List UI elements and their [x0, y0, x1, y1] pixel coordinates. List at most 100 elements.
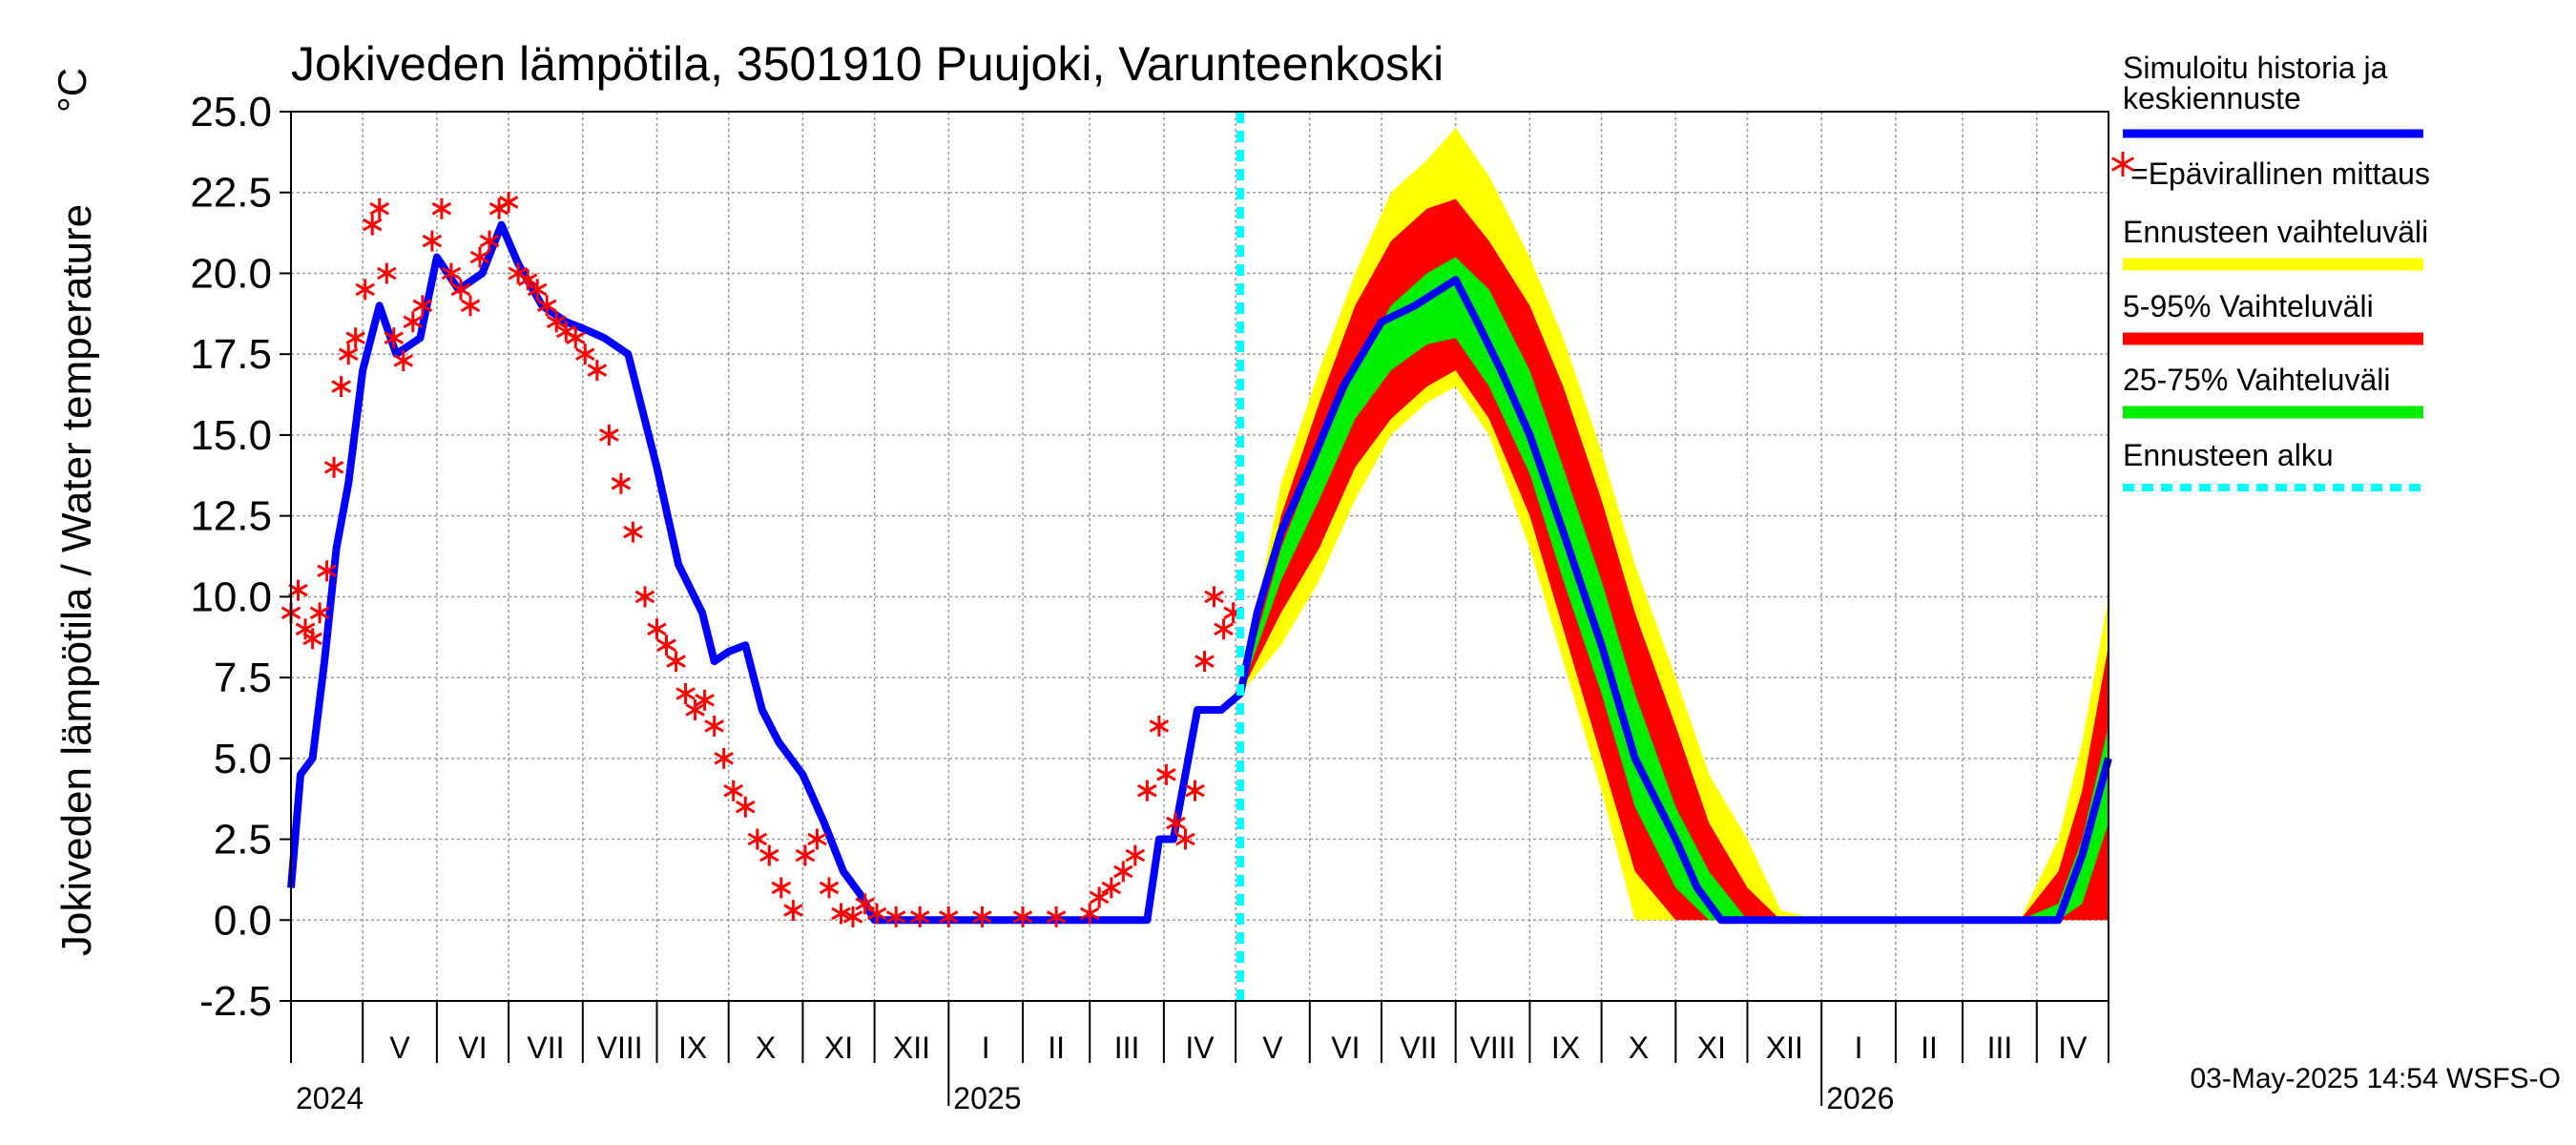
month-label: IV — [1185, 1030, 1215, 1065]
measurement-point — [647, 618, 667, 640]
measurement-point — [819, 877, 840, 899]
measurement-point — [527, 279, 548, 301]
measurement-point — [431, 198, 452, 219]
measurement-point — [517, 269, 538, 291]
measurement-point — [362, 214, 383, 236]
measurement-point — [369, 198, 390, 219]
measurement-point — [831, 903, 851, 925]
measurement-point — [546, 311, 567, 333]
measurement-point — [611, 472, 632, 494]
month-label: II — [1921, 1030, 1938, 1065]
axes: 25.0 22.5 20.0 17.5 15.0 12.5 10.0 7.5 5.0 2.5 0.0… — [190, 89, 2109, 1115]
month-label: X — [1629, 1030, 1649, 1065]
measurement-point — [714, 747, 734, 769]
measurement-point — [842, 906, 863, 927]
measurement-point — [723, 780, 743, 802]
measurement-point — [338, 344, 359, 365]
month-label: IV — [2058, 1030, 2088, 1065]
measurement-point — [807, 828, 827, 850]
measurement-point — [866, 903, 887, 925]
month-label: XI — [824, 1030, 853, 1065]
month-label: VIII — [597, 1030, 643, 1065]
measurement-point — [412, 295, 433, 317]
measurement-point — [450, 279, 471, 301]
measurement-point — [656, 635, 676, 656]
month-label: XII — [893, 1030, 930, 1065]
measurement-point — [1204, 586, 1224, 608]
month-label: X — [756, 1030, 776, 1065]
measurement-point — [393, 350, 414, 371]
measurement-point — [1195, 651, 1215, 673]
y-tick-label: 5.0 — [214, 736, 272, 782]
measurement-point — [469, 246, 490, 268]
measurement-point — [384, 327, 405, 349]
measurement-point — [575, 344, 595, 365]
legend-label: 25-75% Vaihteluväli — [2123, 363, 2390, 397]
footer-timestamp: 03-May-2025 14:54 WSFS-O — [2191, 1063, 2562, 1094]
measurement-point — [345, 327, 365, 349]
month-label: I — [1855, 1030, 1863, 1065]
month-label: IX — [1551, 1030, 1580, 1065]
measurement-point — [909, 906, 930, 927]
legend-label: Ennusteen alku — [2123, 438, 2334, 472]
measurement-point — [599, 424, 619, 446]
measurement-point — [317, 560, 337, 582]
measurement-point — [498, 191, 519, 213]
measurement-point — [634, 586, 655, 608]
month-label: I — [982, 1030, 990, 1065]
measurement-point — [1089, 886, 1110, 908]
forecast-bands — [1240, 127, 2109, 921]
plot-frame — [290, 111, 2109, 1002]
band-00ee00 — [1240, 257, 2109, 921]
measurement-point — [972, 906, 992, 927]
y-tick-label: 25.0 — [190, 89, 272, 135]
unit-label: °C — [50, 68, 94, 113]
month-label: VI — [1331, 1030, 1360, 1065]
measurement-point — [288, 579, 308, 601]
y-tick-label: -2.5 — [199, 978, 272, 1025]
measurement-point — [623, 521, 643, 543]
measurement-point — [855, 893, 875, 915]
month-label: III — [1987, 1030, 2013, 1065]
y-tick-label: 7.5 — [214, 655, 272, 701]
legend-label: 5-95% Vaihteluväli — [2123, 289, 2374, 323]
measurement-point — [1012, 906, 1033, 927]
measurement-point — [675, 683, 696, 704]
measurement-point — [1185, 780, 1205, 802]
month-label: XI — [1697, 1030, 1726, 1065]
measurement-point — [403, 311, 424, 333]
measurement-point — [666, 651, 686, 673]
measurement-point — [1113, 861, 1133, 883]
measurement-point — [1166, 812, 1186, 834]
measurement-point — [441, 262, 462, 284]
y-tick-label: 17.5 — [190, 331, 272, 378]
measurement-point — [1156, 763, 1176, 785]
month-label: II — [1048, 1030, 1065, 1065]
month-label: XII — [1766, 1030, 1803, 1065]
legend-swatch-star — [2110, 152, 2135, 177]
measurement-point — [566, 327, 586, 349]
y-tick-label: 15.0 — [190, 412, 272, 459]
measurement-point — [331, 376, 351, 398]
measurement-point — [587, 360, 608, 382]
measurement-point — [747, 828, 768, 850]
y-tick-label: 10.0 — [190, 573, 272, 620]
year-label: 2025 — [953, 1081, 1021, 1115]
measurement-point — [1149, 715, 1170, 737]
y-tick-label: 0.0 — [214, 897, 272, 944]
legend-label: =Epävirallinen mittaus — [2130, 156, 2430, 191]
grid — [291, 111, 2109, 1002]
measurement-point — [323, 456, 344, 478]
y-tick-label: 22.5 — [190, 170, 272, 217]
y-tick-label: 2.5 — [214, 817, 272, 864]
measurement-point — [771, 877, 792, 899]
measurement-point — [783, 900, 803, 922]
year-label: 2024 — [296, 1081, 364, 1115]
measurement-point — [376, 262, 397, 284]
measurement-point — [695, 689, 715, 711]
y-tick-label: 12.5 — [190, 493, 272, 540]
measurement-point — [939, 906, 959, 927]
measurement-point — [1175, 828, 1195, 850]
measurement-point — [685, 699, 705, 720]
